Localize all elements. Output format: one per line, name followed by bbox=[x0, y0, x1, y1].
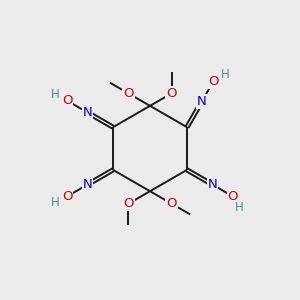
Text: O: O bbox=[62, 94, 72, 107]
Text: O: O bbox=[208, 75, 219, 88]
Text: H: H bbox=[220, 68, 229, 81]
Text: O: O bbox=[123, 87, 134, 100]
Text: O: O bbox=[123, 197, 134, 210]
Text: N: N bbox=[83, 178, 92, 191]
Text: N: N bbox=[208, 178, 217, 191]
Text: O: O bbox=[167, 197, 177, 210]
Text: O: O bbox=[167, 87, 177, 100]
Text: H: H bbox=[51, 196, 60, 209]
Text: N: N bbox=[197, 95, 207, 108]
Text: O: O bbox=[62, 190, 72, 203]
Text: O: O bbox=[228, 190, 238, 203]
Text: H: H bbox=[235, 201, 244, 214]
Text: N: N bbox=[83, 106, 92, 119]
Text: H: H bbox=[51, 88, 60, 100]
